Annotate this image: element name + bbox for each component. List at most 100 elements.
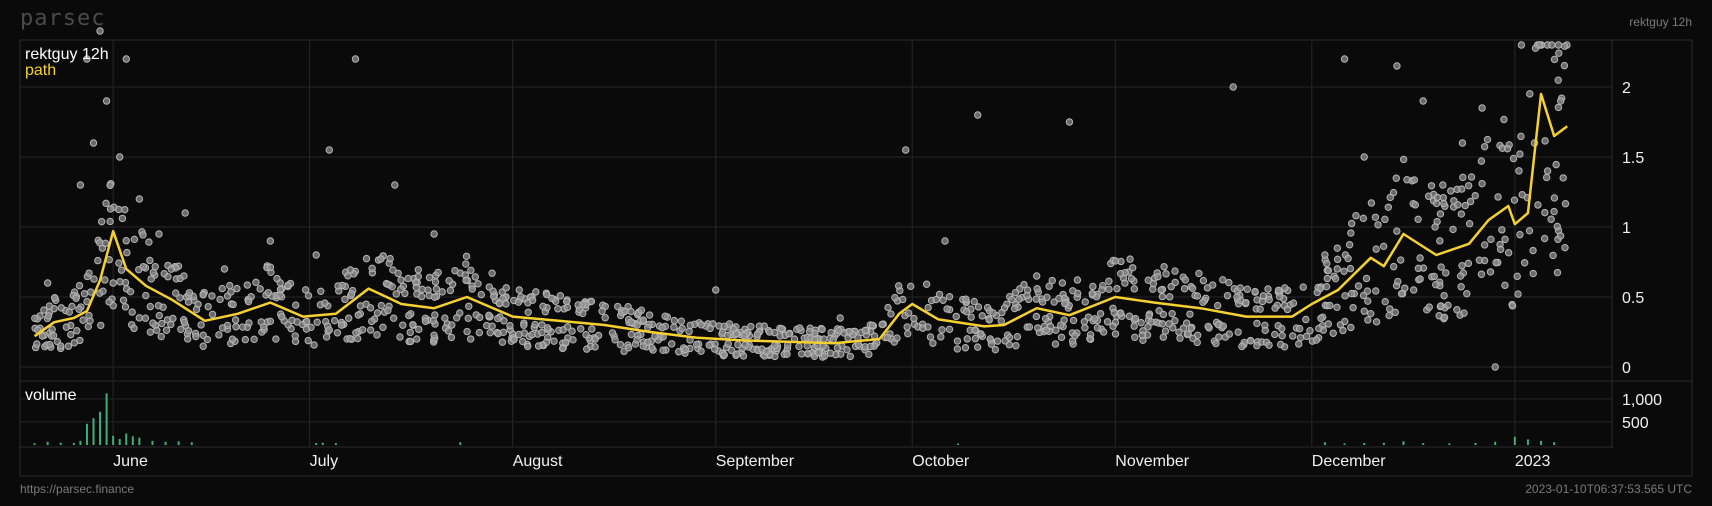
scatter-point [1525,227,1534,235]
scatter-point [109,279,117,287]
scatter-point [84,322,92,331]
scatter-point [477,290,485,299]
scatter-point [588,325,596,333]
scatter-point [562,297,571,306]
scatter-point [840,329,848,337]
scatter-point [1045,282,1053,290]
scatter-point [1242,298,1250,307]
scatter-point [1548,41,1556,49]
scatter-point [561,338,570,347]
scatter-point [467,266,475,275]
scatter-point [379,323,387,332]
scatter-point [1093,324,1102,332]
scatter-point [192,332,200,341]
scatter-point [1187,324,1195,333]
chart-title: rektguy 12h [25,46,109,63]
scatter-point [967,313,975,321]
scatter-point [587,297,596,306]
scatter-point [1204,322,1212,331]
scatter-point [1274,286,1283,294]
scatter-point [76,181,85,189]
main-panel-frame [19,39,1693,477]
scatter-point [970,297,978,306]
scatter-point [1439,181,1447,189]
scatter-point [765,328,774,336]
scatter-point [1364,316,1372,324]
scatter-point [1180,284,1189,293]
scatter-point [1265,296,1273,304]
scatter-point [1483,135,1492,144]
scatter-point [241,335,250,344]
scatter-point [1333,255,1342,264]
scatter-point [1195,269,1203,278]
volume-bar [1343,443,1346,445]
scatter-point [1126,255,1134,263]
scatter-point [1477,157,1486,165]
scatter-point [438,288,446,296]
x-tick-label: August [513,453,563,470]
scatter-point [451,266,459,275]
scatter-point [1312,336,1321,344]
trade-scatter [31,27,1571,371]
scatter-point [614,302,622,311]
scatter-point [1060,316,1068,324]
scatter-point [1253,319,1261,328]
scatter-point [868,321,877,330]
scatter-point [430,331,438,339]
scatter-point [1065,118,1074,126]
scatter-point [811,329,819,338]
scatter-point [1410,286,1418,294]
scatter-point [1012,342,1020,350]
scatter-point [1000,304,1009,312]
scatter-point [705,341,713,349]
site-link[interactable]: https://parsec.finance [20,482,135,496]
scatter-point [795,342,803,351]
scatter-point [829,335,837,344]
scatter-point [1341,292,1349,300]
scatter-point [962,307,971,316]
scatter-point [1424,192,1433,200]
scatter-point [145,238,153,246]
scatter-point [312,251,320,259]
scatter-point [1127,274,1136,283]
volume-bar [59,442,62,445]
scatter-point [453,314,461,322]
scatter-point [762,347,771,356]
scatter-point [38,332,47,340]
scatter-point [1458,262,1466,270]
scatter-point [135,195,144,203]
scatter-point [983,303,992,312]
scatter-point [1032,295,1040,303]
scatter-point [1554,76,1562,84]
scatter-point [1385,311,1393,320]
scatter-point [1051,340,1060,348]
scatter-point [96,27,104,35]
scatter-point [543,290,551,299]
scatter-point [126,287,135,296]
scatter-point [204,302,212,311]
scatter-point [1339,326,1347,335]
scatter-point [94,256,102,265]
scatter-point [465,302,473,310]
scatter-point [106,205,115,213]
volume-bar [334,443,337,445]
scatter-point [313,318,321,326]
scatter-point [1345,241,1354,249]
scatter-point [1326,301,1334,310]
scatter-point [1251,287,1259,296]
scatter-point [146,256,154,265]
scatter-point [164,273,172,281]
scatter-point [938,326,946,334]
scatter-point [1233,293,1241,301]
volume-bar [33,443,36,445]
scatter-point [1193,292,1202,300]
volume-bar [138,437,141,445]
scatter-point [1531,44,1540,52]
scatter-point [1381,215,1389,224]
scatter-point [1236,284,1244,292]
scatter-point [404,274,412,283]
scatter-point [1414,264,1423,273]
scatter-point [1561,243,1569,252]
scatter-point [945,292,954,301]
scatter-point [645,311,654,319]
